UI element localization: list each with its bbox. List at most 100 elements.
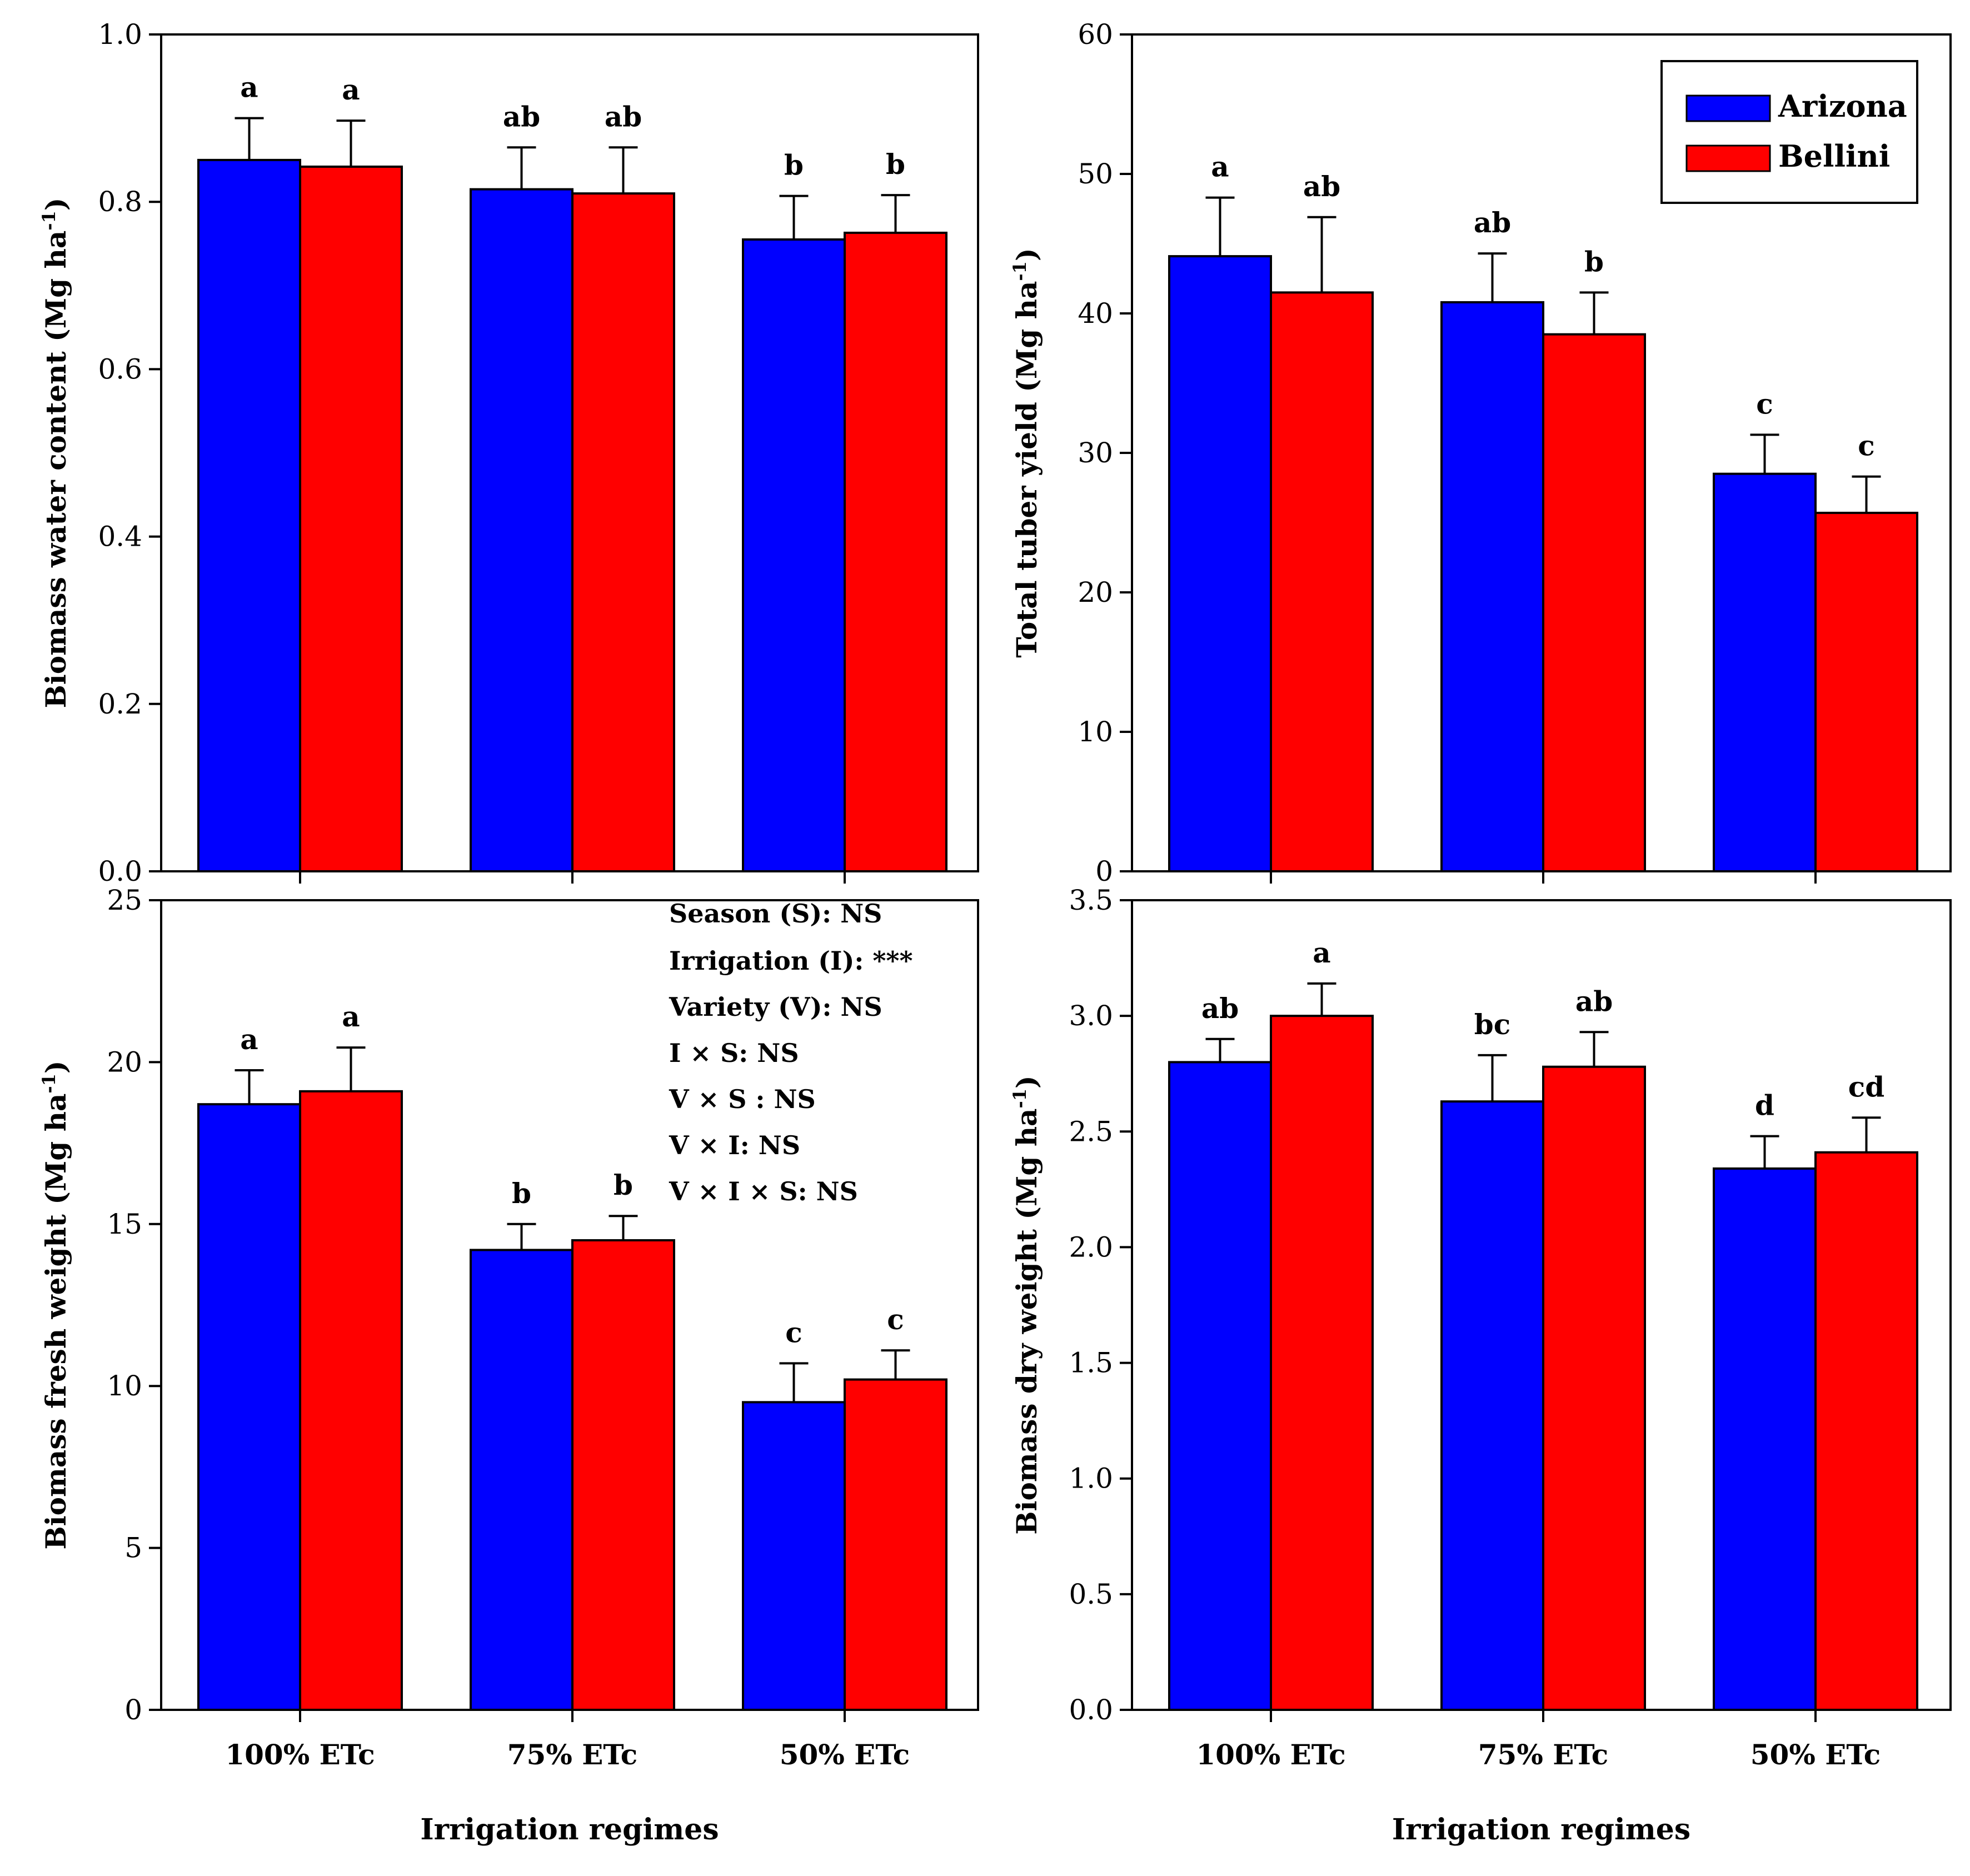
panel-biomass-water-content: a a ab ab b b 0.0 0.2 0.4 0.6 0.8 1.0 Biomass water …: [38, 18, 979, 887]
y-tick-label: 1.0: [1069, 1463, 1113, 1495]
bar-bellini-2: [571, 1239, 675, 1711]
y-tick-label: 2.0: [1069, 1231, 1113, 1263]
y-tick-label: 0.4: [98, 521, 142, 553]
y-tick-label: 0.8: [98, 186, 142, 218]
significance-letter-bellini-3: cd: [1848, 1070, 1884, 1103]
y-tick-label: 2.5: [1069, 1115, 1113, 1147]
y-tick-label: 40: [1078, 297, 1113, 330]
stat-line-season: Season (S): NS: [669, 899, 882, 929]
bar-bellini-1: [1270, 291, 1374, 872]
y-tick-label: 0: [124, 1694, 142, 1726]
significance-letter-arizona-1: a: [1211, 151, 1229, 183]
y-axis-label-main: Biomass fresh weight (Mg ha: [39, 1094, 72, 1550]
significance-letter-bellini-2: b: [614, 1169, 633, 1201]
significance-letter-bellini-1: a: [342, 1000, 360, 1033]
y-axis-label: Biomass water content (Mg ha-1): [38, 198, 72, 709]
significance-letter-arizona-2: ab: [503, 100, 540, 133]
x-axis-label: Irrigation regimes: [420, 1813, 719, 1847]
bar-arizona-2: [470, 188, 573, 872]
y-axis-label-close: ): [39, 198, 72, 211]
y-tick-label: 25: [107, 884, 142, 916]
bar-bellini-1: [299, 1090, 403, 1711]
y-tick-label: 15: [107, 1208, 142, 1240]
bar-arizona-2: [470, 1249, 573, 1712]
y-axis-label-main: Biomass water content (Mg ha: [39, 231, 72, 709]
significance-letter-bellini-3: b: [886, 148, 905, 181]
legend-box: [1660, 60, 1918, 204]
significance-letter-arizona-2: ab: [1474, 206, 1511, 239]
y-tick-label: 20: [1078, 576, 1113, 608]
significance-letter-arizona-3: c: [785, 1316, 802, 1349]
y-axis-label: Total tuber yield (Mg ha-1): [1009, 248, 1043, 657]
stat-line-i-x-s: I × S: NS: [669, 1038, 799, 1068]
bar-arizona-2: [1440, 301, 1544, 872]
bar-bellini-3: [1814, 511, 1918, 872]
legend-swatch-arizona: [1685, 94, 1771, 122]
y-tick-label: 3.5: [1069, 884, 1113, 916]
significance-letter-bellini-3: c: [887, 1303, 904, 1336]
bar-arizona-1: [1168, 1061, 1272, 1711]
bar-arizona-1: [1168, 255, 1272, 873]
significance-letter-bellini-3: c: [1858, 430, 1874, 462]
panel-biomass-dry-weight: ab a bc ab d cd 0.0 0.5 1.0 1.5 2.0 2.5 3.0 3.5 100% E…: [1009, 884, 1952, 1847]
y-tick-label: 1.0: [98, 18, 142, 51]
bar-bellini-3: [1814, 1151, 1918, 1712]
y-tick-label: 30: [1078, 437, 1113, 469]
y-tick-label: 3.0: [1069, 1000, 1113, 1032]
significance-letter-bellini-1: a: [1313, 936, 1330, 969]
panel-biomass-fresh-weight: a a b b c c 0 5 10 15 20 25 100% ETc 75% ETc 50% ETc Bi…: [38, 884, 979, 1847]
significance-letter-arizona-2: bc: [1474, 1008, 1510, 1041]
y-tick-label: 20: [107, 1046, 142, 1078]
stat-line-variety: Variety (V): NS: [669, 992, 882, 1022]
legend-label-arizona: Arizona: [1778, 88, 1907, 124]
significance-letter-bellini-2: ab: [1575, 985, 1613, 1017]
y-tick-label: 0.0: [98, 855, 142, 887]
stat-line-irrigation: Irrigation (I): ***: [669, 946, 913, 976]
stat-line-v-x-s: V × S : NS: [669, 1084, 816, 1114]
bar-arizona-3: [742, 238, 846, 873]
y-tick-label: 0: [1095, 855, 1113, 887]
x-category-label: 50% ETc: [780, 1738, 910, 1771]
bar-bellini-3: [844, 1378, 947, 1711]
y-axis-label-superscript: -1: [38, 1074, 59, 1094]
bar-bellini-2: [1542, 333, 1646, 872]
significance-letter-arizona-3: d: [1755, 1089, 1774, 1122]
plot-frame: [160, 899, 979, 1711]
bar-bellini-2: [571, 192, 675, 872]
y-axis-label-close: ): [39, 1060, 72, 1074]
legend: Arizona Bellini: [1660, 60, 1918, 204]
y-axis-label-superscript: -1: [1009, 261, 1030, 281]
x-axis-label: Irrigation regimes: [1392, 1813, 1690, 1847]
y-tick-label: 0.0: [1069, 1694, 1113, 1726]
y-axis-label: Biomass fresh weight (Mg ha-1): [38, 1060, 72, 1549]
y-tick-label: 10: [1078, 716, 1113, 748]
y-tick-label: 50: [1078, 158, 1113, 190]
significance-letter-arizona-2: b: [512, 1177, 531, 1210]
y-tick-label: 0.5: [1069, 1578, 1113, 1610]
legend-swatch-bellini: [1685, 144, 1771, 172]
x-category-label: 75% ETc: [507, 1738, 638, 1771]
significance-letter-arizona-3: c: [1756, 387, 1773, 420]
y-tick-label: 5: [124, 1532, 142, 1564]
significance-letter-bellini-1: a: [342, 73, 360, 106]
significance-letter-arizona-3: b: [784, 149, 804, 182]
x-category-label: 50% ETc: [1750, 1738, 1881, 1771]
y-tick-label: 10: [107, 1370, 142, 1402]
y-axis-label-main: Biomass dry weight (Mg ha: [1010, 1109, 1043, 1535]
plot-frame: [160, 33, 979, 872]
bar-arizona-1: [197, 158, 301, 872]
significance-letter-arizona-1: a: [240, 71, 258, 104]
significance-letter-bellini-2: ab: [605, 100, 642, 133]
y-axis-label: Biomass dry weight (Mg ha-1): [1009, 1075, 1043, 1534]
bar-bellini-3: [844, 231, 947, 872]
y-axis-label-superscript: -1: [1009, 1089, 1030, 1109]
plot-frame: [1131, 899, 1952, 1711]
y-axis-label-main: Total tuber yield (Mg ha: [1010, 281, 1043, 658]
y-axis-label-close: ): [1010, 1075, 1043, 1089]
bar-arizona-3: [742, 1401, 846, 1712]
y-tick-label: 0.2: [98, 688, 142, 720]
anova-annotation: Season (S): NS Irrigation (I): *** Varie…: [669, 899, 913, 1206]
bar-bellini-2: [1542, 1065, 1646, 1711]
x-category-label: 100% ETc: [225, 1738, 375, 1771]
stat-line-v-x-i: V × I: NS: [669, 1130, 800, 1160]
